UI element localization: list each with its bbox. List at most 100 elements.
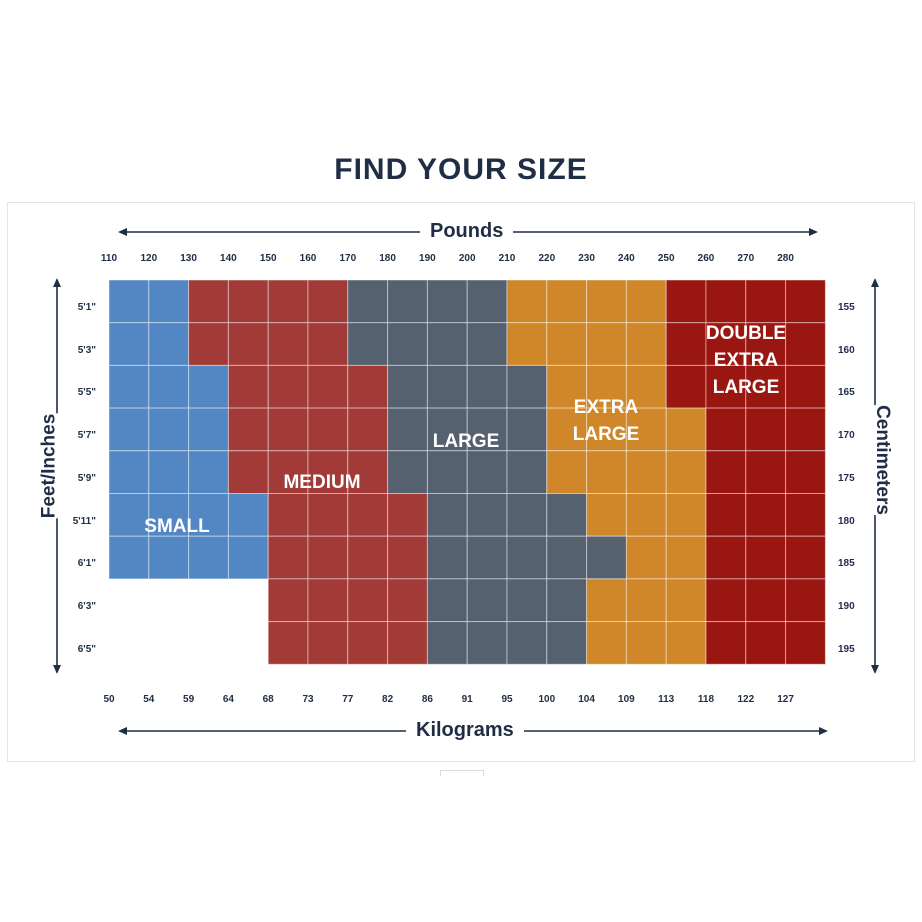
cell-extra-large <box>586 578 627 623</box>
pounds-tick: 240 <box>618 253 635 264</box>
cell-extra-large <box>625 578 667 623</box>
cell-small <box>108 407 150 452</box>
cell-medium <box>267 621 309 665</box>
cell-large <box>466 364 508 409</box>
cell-medium <box>227 322 269 366</box>
cell-large <box>426 407 468 452</box>
small-zone-label: SMALL <box>144 516 210 537</box>
top-arrow-left-head <box>118 228 127 236</box>
large-zone-label: LARGE <box>432 431 500 452</box>
cell-extra-large <box>586 407 627 452</box>
right-arrow-bottom-head <box>871 665 879 674</box>
cell-double-extra-large <box>745 621 787 665</box>
cell-double-extra-large <box>745 364 787 409</box>
cell-medium <box>227 407 269 452</box>
pounds-tick: 190 <box>419 253 436 264</box>
pounds-tick: 170 <box>339 253 357 264</box>
cell-small <box>188 407 229 452</box>
cell-medium <box>347 450 389 494</box>
cell-large <box>506 535 548 580</box>
cell-small <box>148 535 190 580</box>
cell-extra-large <box>665 578 707 623</box>
cell-double-extra-large <box>785 450 826 494</box>
cell-large <box>426 322 468 366</box>
kilograms-tick: 104 <box>578 694 595 705</box>
cell-extra-large <box>665 493 707 537</box>
cell-large <box>387 450 428 494</box>
cell-extra-large <box>665 407 707 452</box>
height-ft-tick: 5'3" <box>77 344 96 356</box>
cell-extra-large <box>625 364 667 409</box>
cell-medium <box>387 621 428 665</box>
cell-extra-large <box>665 450 707 494</box>
pounds-tick: 230 <box>578 253 595 264</box>
kilograms-tick: 86 <box>421 694 433 705</box>
pounds-tick: 160 <box>299 253 317 264</box>
height-ft-tick: 6'3" <box>77 600 96 612</box>
cell-medium <box>347 493 389 537</box>
cell-medium <box>347 407 389 452</box>
cell-medium <box>227 450 269 494</box>
cell-double-extra-large <box>705 493 747 537</box>
height-ft-tick: 5'9" <box>77 472 96 484</box>
height-ft-tick: 5'1" <box>77 302 96 313</box>
right-arrow-top-head <box>871 278 879 287</box>
pounds-tick: 280 <box>777 253 794 264</box>
height-ft-tick: 6'1" <box>77 558 96 570</box>
pounds-tick: 250 <box>657 253 675 264</box>
cell-large <box>426 493 468 537</box>
cell-double-extra-large <box>785 364 826 409</box>
pounds-tick: 140 <box>220 253 237 264</box>
cell-large <box>466 407 508 452</box>
extra-large-zone-label: EXTRA LARGE <box>572 397 640 445</box>
cell-double-extra-large <box>785 407 826 452</box>
kilograms-tick: 118 <box>697 694 715 705</box>
cell-medium <box>267 322 309 366</box>
cell-small <box>108 450 150 494</box>
cell-small <box>148 322 190 366</box>
top-axis-label: Pounds <box>420 220 514 243</box>
cell-large <box>506 578 548 623</box>
cell-double-extra-large <box>745 450 787 494</box>
cell-large <box>506 621 548 665</box>
kilograms-tick: 73 <box>302 694 314 705</box>
bottom-arrow-left-head <box>118 727 127 735</box>
cell-large <box>466 450 508 494</box>
cell-large <box>387 322 428 366</box>
height-cm-tick: 185 <box>838 558 855 570</box>
cell-double-extra-large <box>745 578 787 623</box>
cell-extra-large <box>546 450 588 494</box>
cell-medium <box>347 578 389 623</box>
cell-extra-large <box>546 322 588 366</box>
cell-medium <box>267 493 309 537</box>
cell-large <box>546 578 588 623</box>
cell-medium <box>307 578 349 623</box>
height-cm-tick: 155 <box>838 302 855 313</box>
cell-medium <box>267 535 309 580</box>
cell-double-extra-large <box>705 578 747 623</box>
cell-large <box>426 450 468 494</box>
cell-large <box>387 407 428 452</box>
cell-medium <box>347 535 389 580</box>
cell-double-extra-large <box>665 279 707 324</box>
cell-large <box>506 364 548 409</box>
cell-medium <box>267 578 309 623</box>
cell-large <box>387 279 428 324</box>
cell-medium <box>387 493 428 537</box>
height-ft-tick: 6'5" <box>77 643 96 655</box>
pounds-tick: 150 <box>259 253 277 264</box>
cell-large <box>426 364 468 409</box>
cell-large <box>546 535 588 580</box>
cell-double-extra-large <box>705 450 747 494</box>
cell-extra-large <box>586 450 627 494</box>
cell-medium <box>307 493 349 537</box>
cell-extra-large <box>625 535 667 580</box>
cell-double-extra-large <box>705 535 747 580</box>
cell-double-extra-large <box>785 279 826 324</box>
cell-double-extra-large <box>745 407 787 452</box>
cell-large <box>466 621 508 665</box>
pounds-tick: 270 <box>737 253 755 264</box>
cell-small <box>188 364 229 409</box>
cell-small <box>227 535 269 580</box>
